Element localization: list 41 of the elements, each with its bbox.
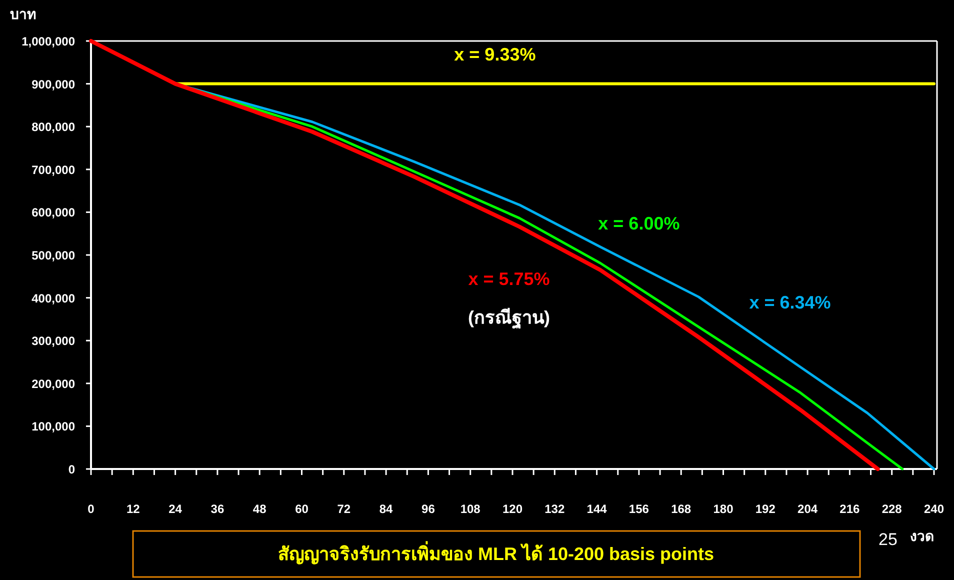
x-axis-title: งวด xyxy=(910,528,934,544)
x-tick-label: 132 xyxy=(544,502,565,516)
y-axis-title: บาท xyxy=(10,6,36,22)
series-label: x = 6.34% xyxy=(749,292,831,312)
y-tick-label: 100,000 xyxy=(32,420,76,434)
x-tick-label: 72 xyxy=(337,502,351,516)
y-tick-label: 1,000,000 xyxy=(22,34,76,48)
y-tick-label: 400,000 xyxy=(32,291,76,306)
series-label: x = 6.00% xyxy=(598,213,680,234)
x-tick-label: 84 xyxy=(379,502,394,516)
annotation: (กรณีฐาน) xyxy=(468,307,550,330)
y-tick-label: 300,000 xyxy=(32,334,76,348)
x-tick-label: 60 xyxy=(295,502,309,516)
x-tick-label: 144 xyxy=(586,502,608,516)
series-label: x = 9.33% xyxy=(454,44,536,64)
x-tick-label: 228 xyxy=(882,502,902,516)
text: 25 xyxy=(878,530,898,549)
x-tick-label: 120 xyxy=(502,502,523,516)
x-tick-label: 48 xyxy=(252,502,267,516)
x-tick-label: 156 xyxy=(628,502,650,516)
x-tick-label: 168 xyxy=(671,502,692,516)
x-tick-label: 108 xyxy=(460,502,481,516)
x-tick-label: 36 xyxy=(210,502,224,516)
y-tick-label: 900,000 xyxy=(32,77,76,92)
x-tick-label: 12 xyxy=(126,502,140,516)
x-tick-label: 96 xyxy=(422,502,436,516)
x-tick-label: 180 xyxy=(713,502,734,516)
y-tick-label: 700,000 xyxy=(32,162,76,177)
y-tick-label: 500,000 xyxy=(32,248,76,262)
x-tick-label: 240 xyxy=(924,502,944,516)
x-tick-label: 192 xyxy=(755,502,776,516)
y-tick-label: 0 xyxy=(68,462,76,476)
x-tick-label: 216 xyxy=(840,502,860,516)
x-tick-label: 0 xyxy=(88,502,95,516)
y-tick-label: 200,000 xyxy=(32,376,76,391)
y-tick-label: 600,000 xyxy=(32,206,76,220)
x-tick-label: 24 xyxy=(168,502,182,516)
text: สัญญาจริงรับการเพิ่มของ MLR ได้ 10-200 basis points xyxy=(278,541,714,565)
x-tick-label: 204 xyxy=(798,502,818,516)
y-tick-label: 800,000 xyxy=(32,120,76,134)
series-label: x = 5.75% xyxy=(468,268,550,289)
